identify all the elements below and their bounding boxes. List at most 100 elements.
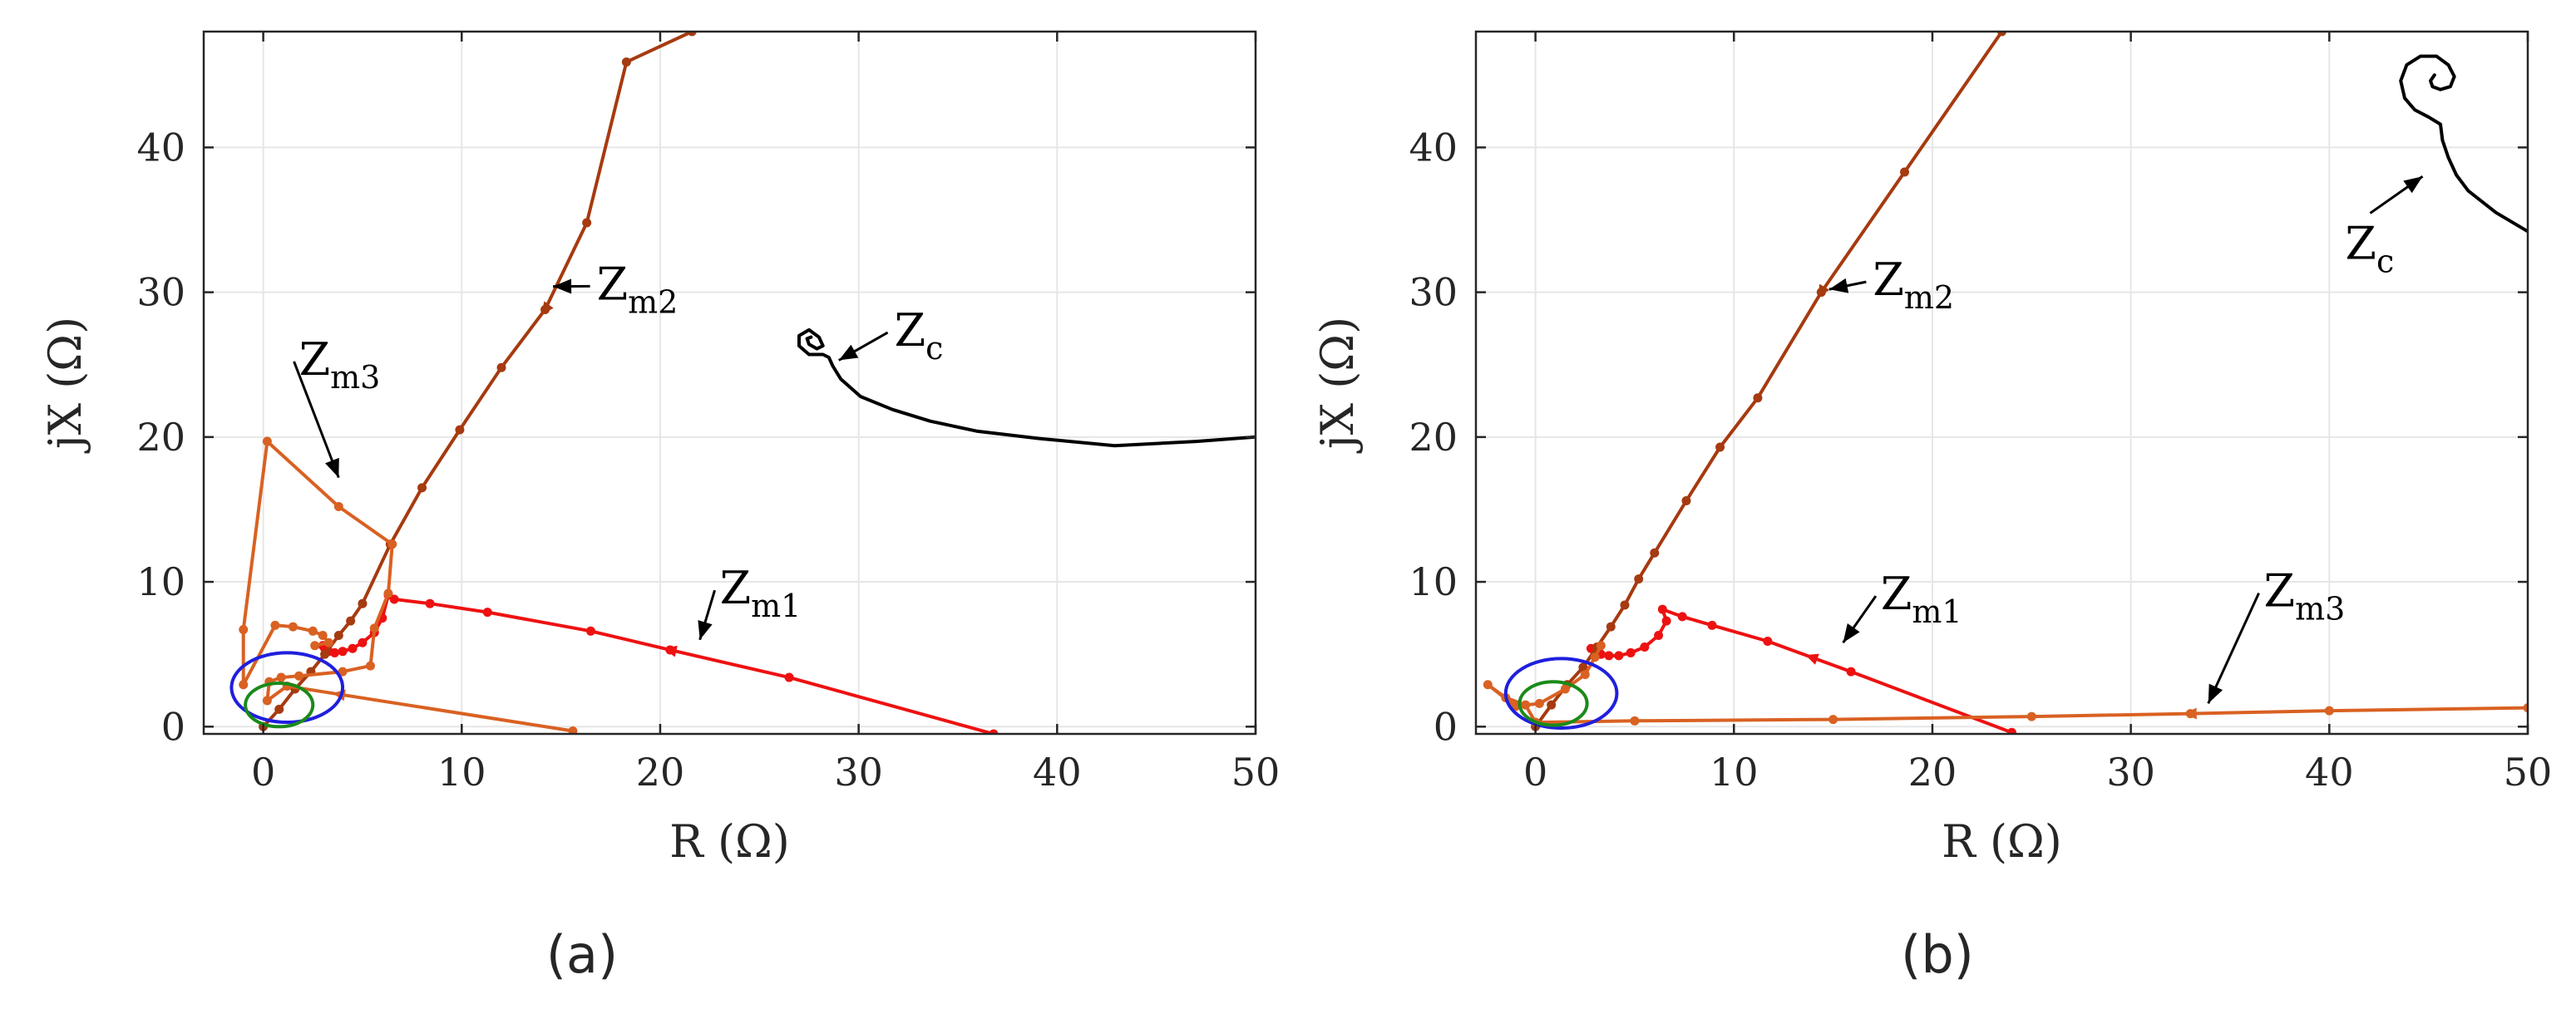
y-tick-label: 20	[136, 415, 185, 460]
data-point-zm2	[1753, 393, 1763, 403]
y-tick-label: 0	[161, 704, 185, 749]
green-circle-mark	[1517, 680, 1589, 727]
annotation-arrow-line	[2207, 593, 2260, 705]
data-point-zm1	[1626, 647, 1636, 657]
data-point-zm3	[262, 696, 272, 706]
data-point-zm2	[582, 218, 592, 228]
x-tick-label: 40	[2305, 750, 2354, 795]
data-point-zm1	[1677, 612, 1687, 622]
blue-circle-mark	[229, 651, 345, 725]
annotation-label: Zm2	[597, 258, 679, 320]
y-tick-label: 40	[136, 125, 185, 170]
data-point-zm2	[1634, 574, 1644, 584]
data-point-zm3	[568, 726, 578, 734]
data-point-zm3	[369, 623, 379, 633]
y-tick-label: 0	[1434, 704, 1458, 749]
data-point-zm1	[1654, 631, 1664, 641]
annotation-arrow-head	[1843, 623, 1860, 643]
data-point-zm3	[1483, 680, 1493, 690]
green-circle-mark	[244, 682, 315, 729]
data-point-zm3	[1580, 670, 1590, 680]
data-point-zm1	[989, 729, 999, 734]
data-point-zm2	[1606, 622, 1616, 632]
data-point-zm3	[1596, 641, 1606, 651]
direction-arrow-zm2	[1818, 283, 1830, 298]
data-point-zm2	[274, 704, 284, 714]
data-point-zm1	[1604, 651, 1614, 661]
y-axis-label: jX (Ω)	[39, 317, 91, 454]
data-point-zm2	[1997, 32, 2006, 37]
data-point-zm3	[1560, 684, 1570, 694]
x-tick-label: 0	[251, 750, 275, 795]
x-tick-label: 50	[1231, 750, 1281, 795]
x-tick-label: 30	[834, 750, 883, 795]
data-point-zm3	[270, 620, 280, 630]
direction-arrow-zm2	[541, 301, 554, 315]
annotation-label: Zm1	[720, 562, 802, 624]
data-point-zm3	[276, 672, 286, 682]
y-tick-label: 30	[1409, 270, 1458, 315]
data-point-zm3	[262, 436, 272, 446]
x-tick-label: 0	[1523, 750, 1547, 795]
data-point-zm3	[310, 641, 320, 651]
panel-b: 0 10 20 30 40 50 0 10 20 30 40 R (Ω) jX (Ω) Zm2 Zc Zm1 Z…	[1311, 30, 2552, 985]
blue-circle-mark	[1503, 657, 1619, 731]
data-point-zm1	[1614, 651, 1624, 661]
x-tick-label: 40	[1033, 750, 1082, 795]
data-point-zm3	[1590, 652, 1600, 662]
data-point-zm1	[585, 626, 595, 636]
plot-area	[1476, 32, 2528, 734]
direction-arrow-zm1	[1805, 653, 1819, 665]
x-tick-label: 20	[1908, 750, 1957, 795]
data-point-zm1	[1846, 667, 1856, 677]
y-tick-label: 30	[136, 270, 185, 315]
x-tick-label: 30	[2106, 750, 2155, 795]
data-point-zm2	[687, 32, 697, 37]
data-point-zm2	[1578, 662, 1588, 672]
data-point-zm3	[1828, 715, 1838, 725]
data-point-zm3	[1521, 700, 1531, 710]
data-layer	[1483, 32, 2528, 734]
data-point-zm2	[1681, 495, 1691, 505]
data-point-zm2	[320, 649, 330, 659]
axes-box	[202, 30, 1257, 736]
panel-label: (a)	[546, 924, 618, 985]
data-point-zm3	[333, 501, 343, 511]
data-point-zm2	[1715, 442, 1725, 452]
annotation-arrow-head	[1828, 278, 1849, 293]
annotation-label: Zc	[2345, 218, 2394, 280]
axes-box	[1474, 30, 2529, 736]
annotation-label: Zc	[895, 304, 944, 367]
data-point-zm1	[2006, 727, 2016, 734]
data-point-zm2	[1650, 548, 1660, 558]
x-tick-label: 20	[636, 750, 685, 795]
data-point-zm3	[365, 661, 375, 671]
data-point-zm2	[1900, 167, 1910, 177]
annotation-arrow-head	[2403, 176, 2423, 194]
data-point-zm1	[348, 643, 358, 653]
x-axis-label: R (Ω)	[669, 815, 790, 868]
y-tick-label: 10	[1409, 559, 1458, 604]
data-point-zm1	[1657, 604, 1667, 614]
series-line-zm3	[1486, 643, 2528, 725]
data-point-zm1	[358, 637, 368, 647]
data-point-zm2	[417, 483, 427, 493]
annotation-arrow-line	[293, 361, 340, 479]
annotation-label: Zm1	[1881, 568, 1962, 630]
annotation-label: Zm3	[299, 333, 381, 396]
direction-arrow-zm1	[664, 645, 678, 657]
annotation-arrow-head	[838, 344, 859, 361]
annotation-arrow-head	[698, 620, 713, 640]
data-point-zm1	[1707, 620, 1717, 630]
direction-arrow-zm3	[2184, 707, 2197, 720]
data-point-zm2	[496, 362, 506, 372]
data-point-zm2	[346, 616, 356, 626]
data-point-zm2	[358, 598, 368, 608]
data-point-zm2	[1620, 600, 1630, 610]
x-tick-label: 10	[437, 750, 486, 795]
x-axis-label: R (Ω)	[1942, 815, 2062, 868]
data-point-zm3	[387, 539, 397, 549]
annotation-arrow-head	[325, 457, 339, 478]
panel-a: 0 10 20 30 40 50 0 10 20 30 40 R (Ω) jX (Ω) Zm2 Zc Zm3 Z…	[39, 30, 1281, 985]
